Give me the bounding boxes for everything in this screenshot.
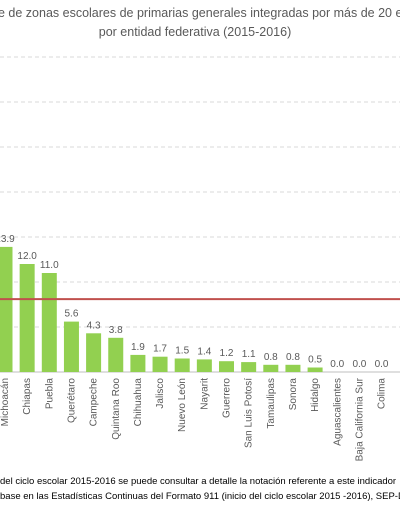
bar (0, 246, 13, 372)
bar (241, 362, 257, 372)
x-tick-label: Hidalgo (310, 378, 321, 412)
x-tick-label: Chihuahua (133, 378, 144, 427)
data-label: 1.4 (197, 346, 211, 357)
bar (41, 273, 57, 372)
x-tick-label: San Luis Potosí (244, 378, 255, 448)
x-tick-label: Nuevo León (177, 378, 188, 432)
bar (19, 264, 35, 372)
data-label: 0.8 (286, 352, 300, 363)
data-label: 0.5 (308, 355, 322, 366)
data-label: 3.8 (109, 325, 123, 336)
x-tick-label: Aguascalientes (332, 378, 343, 446)
chart-title: e de zonas escolares de primarias genera… (0, 6, 400, 20)
bar (174, 358, 190, 372)
x-tick-label: Guerrero (222, 378, 233, 418)
chart-title: por entidad federativa (2015-2016) (99, 25, 292, 39)
bar (152, 356, 168, 372)
x-tick-label: Sonora (288, 378, 299, 411)
data-label: 1.1 (242, 349, 256, 360)
data-label: 1.5 (175, 346, 189, 357)
data-label: 5.6 (64, 309, 78, 320)
data-label: 0.8 (264, 352, 278, 363)
footnote: del ciclo escolar 2015-2016 se puede con… (0, 476, 396, 487)
bar (130, 354, 146, 372)
x-tick-label: Nayarit (199, 378, 210, 410)
x-tick-label: Chiapas (22, 378, 33, 415)
data-label: 1.7 (153, 344, 167, 355)
bar (63, 321, 79, 372)
bar (307, 367, 323, 372)
bar (108, 337, 124, 372)
data-label: 1.2 (220, 348, 234, 359)
bar (86, 333, 102, 372)
x-tick-label: Tamaulipas (266, 378, 277, 429)
x-tick-label: Michoacán (0, 378, 11, 426)
bar (285, 364, 301, 372)
data-label: 12.0 (17, 251, 37, 262)
bar (196, 359, 212, 372)
x-tick-label: Colima (377, 378, 388, 410)
data-label: 13.9 (0, 234, 15, 245)
data-label: 0.0 (375, 359, 389, 370)
x-tick-label: Quintana Roo (111, 378, 122, 440)
bar (219, 361, 234, 372)
x-tick-label: Campeche (89, 378, 100, 427)
footnote: base en las Estadísticas Continuas del F… (0, 491, 400, 502)
x-tick-label: Jalisco (155, 378, 166, 409)
data-label: 1.9 (131, 342, 145, 353)
x-tick-label: Querétaro (66, 378, 77, 423)
data-label: 11.0 (40, 260, 59, 271)
data-label: 4.3 (87, 320, 101, 331)
x-tick-label: Puebla (44, 378, 55, 410)
x-tick-label: Baja California Sur (354, 377, 365, 461)
data-label: 0.0 (352, 359, 366, 370)
bar (263, 364, 279, 372)
data-label: 0.0 (330, 359, 344, 370)
